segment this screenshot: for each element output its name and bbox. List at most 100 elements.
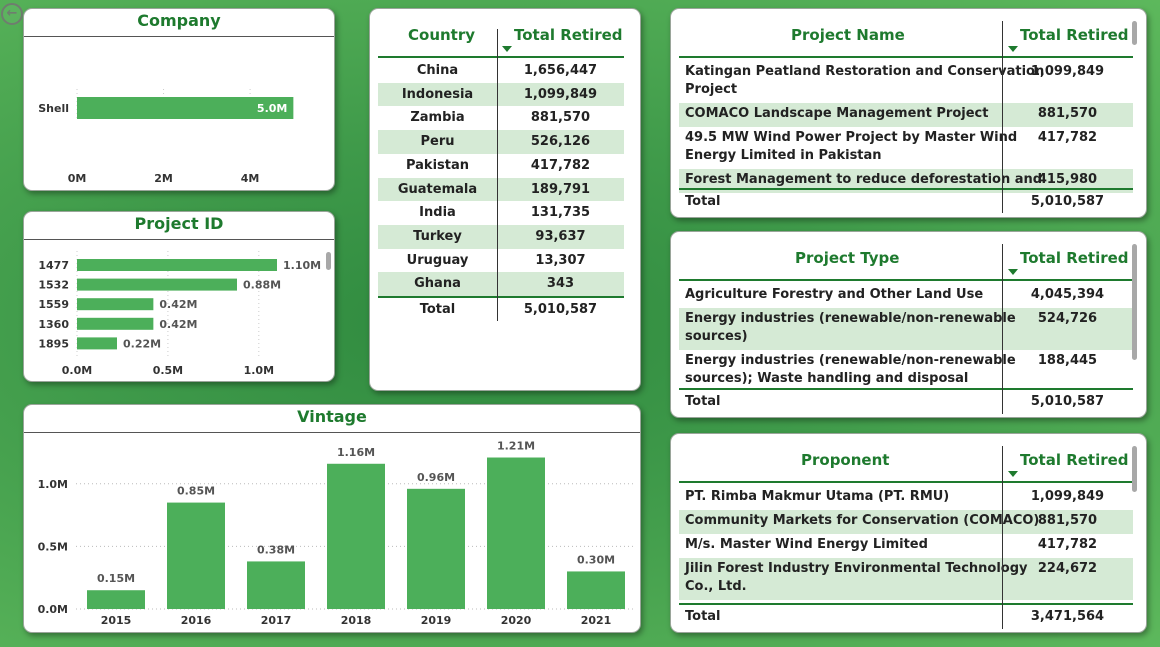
data-label: 1.10M	[283, 259, 321, 272]
y-tick-label: 0.5M	[38, 540, 68, 553]
table-row[interactable]: Energy industries (renewable/non-renewab…	[679, 308, 1133, 350]
cell-total: 131,735	[530, 205, 591, 221]
cell-name: Community Markets for Conservation (COMA…	[685, 513, 1040, 528]
cell-name: Agriculture Forestry and Other Land Use	[685, 287, 984, 302]
cell-total: 1,099,849	[1030, 489, 1105, 504]
cell-country: Zambia	[410, 110, 465, 126]
table-row[interactable]: Community Markets for Conservation (COMA…	[679, 510, 1133, 534]
cell-name: sources); Waste handling and disposal	[685, 371, 969, 386]
total-value: 5,010,587	[523, 302, 598, 317]
table-row[interactable]: Peru 526,126	[378, 130, 624, 154]
back-button[interactable]: ←	[1, 3, 23, 25]
column-divider	[1002, 21, 1003, 213]
bar	[77, 317, 154, 330]
cell-total: 1,656,447	[523, 63, 598, 78]
x-tick-label: 1.0M	[244, 364, 274, 377]
header-total-retired[interactable]: Total Retired	[514, 26, 623, 44]
cell-name: Co., Ltd.	[685, 579, 747, 594]
bar	[77, 259, 277, 271]
table-row[interactable]: 49.5 MW Wind Power Project by Master Win…	[679, 127, 1133, 169]
x-tick-label: 0.5M	[153, 364, 183, 377]
header-proponent[interactable]: Proponent	[801, 451, 890, 469]
sort-descending-icon[interactable]	[1008, 269, 1018, 275]
cell-total: 93,637	[535, 228, 586, 244]
vintage-card: Vintage 0.0M 0.5M 1.0M 0.15M 2015 0.85M 2016 0.…	[23, 404, 641, 633]
header-country[interactable]: Country	[408, 26, 476, 44]
header-total-retired[interactable]: Total Retired	[1020, 249, 1129, 267]
country-card: Country Total Retired China 1,656,447 Indo…	[369, 8, 641, 391]
column-divider	[1002, 244, 1003, 414]
x-tick-label: 2017	[261, 614, 292, 627]
total-value: 5,010,587	[1030, 194, 1105, 209]
cell-country: Pakistan	[405, 157, 470, 173]
cell-country: Ghana	[414, 276, 461, 292]
data-label: 0.42M	[159, 318, 197, 331]
data-label: 0.22M	[123, 337, 161, 350]
company-card: Company 0M 2M 4M Shell 5.0M	[23, 8, 335, 191]
table-row[interactable]: Energy industries (renewable/non-renewab…	[679, 350, 1133, 392]
title-rule	[24, 432, 640, 433]
scrollbar[interactable]	[1132, 244, 1137, 360]
scrollbar[interactable]	[326, 252, 331, 270]
header-line	[679, 56, 1133, 58]
bar	[77, 97, 294, 119]
table-row[interactable]: Turkey 93,637	[378, 224, 624, 249]
header-line	[679, 279, 1133, 281]
bar	[167, 502, 225, 609]
header-project-type[interactable]: Project Type	[795, 249, 900, 267]
table-row[interactable]: COMACO Landscape Management Project 881,5…	[679, 103, 1133, 127]
x-tick-label: 2015	[101, 614, 132, 627]
table-row[interactable]: India 131,735	[378, 201, 624, 225]
header-project-name[interactable]: Project Name	[791, 26, 905, 44]
cell-name: Energy Limited in Pakistan	[685, 148, 882, 163]
cell-total: 343	[546, 276, 575, 292]
bar	[77, 298, 154, 311]
sort-descending-icon[interactable]	[1008, 46, 1018, 52]
category-label: 1532	[38, 279, 69, 292]
table-row[interactable]: Agriculture Forestry and Other Land Use 4…	[679, 284, 1133, 308]
category-label: 1559	[38, 298, 69, 311]
data-label: 1.16M	[337, 446, 375, 459]
table-row[interactable]: PT. Rimba Makmur Utama (PT. RMU) 1,099,84…	[679, 486, 1133, 510]
project-id-title: Project ID	[134, 214, 224, 233]
header-line	[378, 56, 624, 58]
bar	[87, 590, 145, 609]
x-tick-label: 2M	[154, 172, 173, 185]
cell-name: COMACO Landscape Management Project	[685, 106, 989, 121]
table-row[interactable]: Katingan Peatland Restoration and Conser…	[679, 61, 1133, 103]
cell-total: 13,307	[535, 252, 586, 268]
data-label: 1.21M	[497, 440, 535, 453]
company-chart: 0M 2M 4M Shell 5.0M	[38, 89, 294, 185]
x-tick-label: 2016	[181, 614, 212, 627]
header-total-retired[interactable]: Total Retired	[1020, 26, 1129, 44]
cell-total: 417,782	[1037, 130, 1098, 145]
cell-total: 524,726	[1037, 311, 1098, 326]
title-rule	[24, 239, 334, 240]
y-tick-label: 1.0M	[38, 478, 68, 491]
cell-name: Project	[685, 82, 738, 97]
total-line	[378, 296, 624, 298]
table-row[interactable]: Zambia 881,570	[378, 106, 624, 130]
table-row[interactable]: Indonesia 1,099,849	[378, 82, 624, 107]
scrollbar[interactable]	[1132, 21, 1137, 45]
cell-total: 1,099,849	[1030, 64, 1105, 79]
table-row[interactable]: Ghana 343	[378, 272, 624, 296]
table-row[interactable]: China 1,656,447	[378, 59, 624, 83]
project-name-table: Project Name Total Retired Katingan Peat…	[679, 9, 1133, 217]
sort-descending-icon[interactable]	[1008, 471, 1018, 477]
bar	[407, 488, 465, 609]
cell-name: M/s. Master Wind Energy Limited	[685, 537, 928, 552]
bar	[247, 561, 305, 609]
header-total-retired[interactable]: Total Retired	[1020, 451, 1129, 469]
cell-name: Jilin Forest Industry Environmental Tech…	[685, 561, 1028, 576]
table-row[interactable]: Pakistan 417,782	[378, 154, 624, 178]
total-value: 3,471,564	[1030, 609, 1105, 624]
cell-total: 189,791	[530, 181, 591, 197]
scrollbar[interactable]	[1132, 446, 1137, 492]
sort-descending-icon[interactable]	[502, 46, 512, 52]
header-line	[679, 481, 1133, 483]
table-row[interactable]: M/s. Master Wind Energy Limited 417,782	[679, 534, 1133, 558]
table-row[interactable]: Guatemala 189,791	[378, 177, 624, 202]
table-row[interactable]: Uruguay 13,307	[378, 249, 624, 273]
table-row[interactable]: Jilin Forest Industry Environmental Tech…	[679, 558, 1133, 600]
